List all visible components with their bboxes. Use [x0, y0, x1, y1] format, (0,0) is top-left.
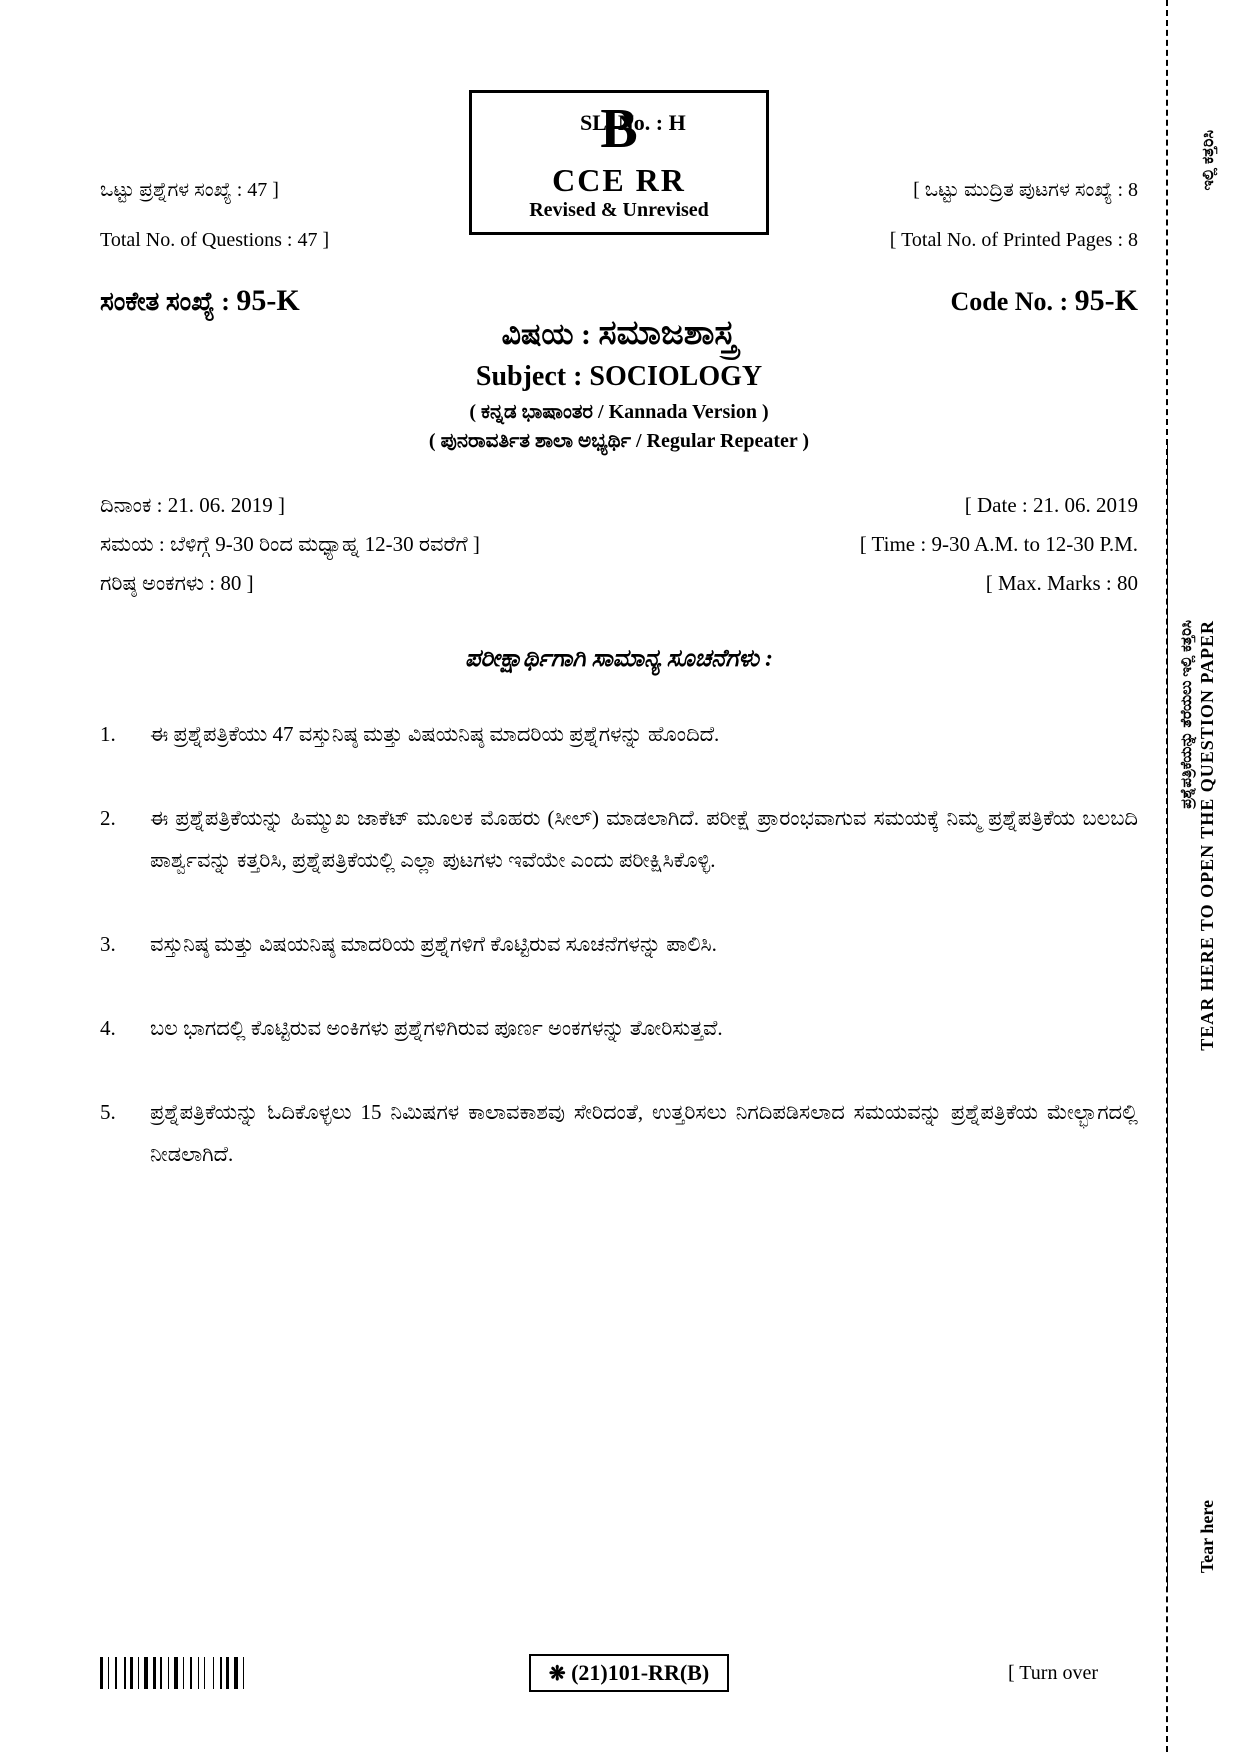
instruction-text: ಈ ಪ್ರಶ್ನೆಪತ್ರಿಕೆಯನ್ನು ಹಿಮ್ಮುಖ ಜಾಕೆಟ್ ಮೂಲ… — [150, 797, 1138, 881]
subject-en: Subject : SOCIOLOGY — [100, 361, 1138, 393]
exam-type: CCE RR — [472, 161, 766, 199]
marks-en: [ Max. Marks : 80 — [986, 571, 1138, 596]
revised-label: Revised & Unrevised — [472, 199, 766, 222]
date-section: ದಿನಾಂಕ : 21. 06. 2019 ] [ Date : 21. 06.… — [100, 493, 1138, 596]
header-section: SL. No. : H B CCE RR Revised & Unrevised… — [100, 90, 1138, 235]
right-meta: [ ಒಟ್ಟು ಮುದ್ರಿತ ಪುಟಗಳ ಸಂಖ್ಯೆ : 8 [ Total… — [890, 168, 1138, 334]
instruction-number: 3. — [100, 923, 150, 965]
side-text-mid-kn: ಪ್ರಶ್ನೆಪತ್ರಿಕೆಯನ್ನು ತೆರೆಯಲು ಇಲ್ಲಿ ಕತ್ತರಿ… — [1178, 620, 1196, 809]
subject-label-en: Subject : — [476, 361, 583, 392]
instruction-item: 1.ಈ ಪ್ರಶ್ನೆಪತ್ರಿಕೆಯು 47 ವಸ್ತುನಿಷ್ಠ ಮತ್ತು… — [100, 713, 1138, 755]
gear-icon: ❋ — [549, 1663, 566, 1685]
subject-name-en: SOCIOLOGY — [589, 361, 762, 392]
code-right: Code No. : 95-K — [890, 268, 1138, 334]
code-en-label: Code No. : — [950, 287, 1068, 316]
instruction-number: 1. — [100, 713, 150, 755]
marks-row: ಗರಿಷ್ಠ ಅಂಕಗಳು : 80 ] [ Max. Marks : 80 — [100, 571, 1138, 596]
instruction-item: 4.ಬಲ ಭಾಗದಲ್ಲಿ ಕೊಟ್ಟಿರುವ ಅಂಕಿಗಳು ಪ್ರಶ್ನೆಗ… — [100, 1007, 1138, 1049]
time-kn: ಸಮಯ : ಬೆಳಿಗ್ಗೆ 9-30 ರಿಂದ ಮಧ್ಯಾಹ್ನ 12-30 … — [100, 532, 480, 557]
barcode — [100, 1657, 250, 1689]
instruction-number: 2. — [100, 797, 150, 881]
repeater: ( ಪುನರಾವರ್ತಿತ ಶಾಲಾ ಅಭ್ಯರ್ಥಿ / Regular Re… — [100, 430, 1138, 453]
turn-over: [ Turn over — [1008, 1662, 1098, 1685]
side-text-mid-en: TEAR HERE TO OPEN THE QUESTION PAPER — [1197, 620, 1218, 1051]
footer: ❋ (21)101-RR(B) [ Turn over — [100, 1654, 1098, 1692]
footer-code-text: (21)101-RR(B) — [571, 1660, 709, 1685]
code-left: ಸಂಕೇತ ಸಂಖ್ಯೆ : 95-K — [100, 268, 329, 334]
center-box: B CCE RR Revised & Unrevised — [469, 90, 769, 235]
instruction-item: 3.ವಸ್ತುನಿಷ್ಠ ಮತ್ತು ವಿಷಯನಿಷ್ಠ ಮಾದರಿಯ ಪ್ರಶ… — [100, 923, 1138, 965]
instruction-number: 4. — [100, 1007, 150, 1049]
side-text-top-kn: ಇಲ್ಲಿ ಕತ್ತರಿಸಿ — [1200, 130, 1218, 190]
code-value-right: 95-K — [1075, 284, 1138, 317]
instruction-number: 5. — [100, 1091, 150, 1175]
subject-section: ವಿಷಯ : ಸಮಾಜಶಾಸ್ತ್ರ Subject : SOCIOLOGY (… — [100, 315, 1138, 453]
instruction-item: 2.ಈ ಪ್ರಶ್ನೆಪತ್ರಿಕೆಯನ್ನು ಹಿಮ್ಮುಖ ಜಾಕೆಟ್ ಮ… — [100, 797, 1138, 881]
left-meta: ಒಟ್ಟು ಪ್ರಶ್ನೆಗಳ ಸಂಖ್ಯೆ : 47 ] Total No. … — [100, 168, 329, 334]
instruction-text: ಈ ಪ್ರಶ್ನೆಪತ್ರಿಕೆಯು 47 ವಸ್ತುನಿಷ್ಠ ಮತ್ತು ವ… — [150, 713, 1138, 755]
time-en: [ Time : 9-30 A.M. to 12-30 P.M. — [860, 532, 1138, 557]
instructions-title: ಪರೀಕ್ಷಾರ್ಥಿಗಾಗಿ ಸಾಮಾನ್ಯ ಸೂಚನೆಗಳು : — [100, 646, 1138, 673]
subject-label-kn: ವಿಷಯ : — [502, 318, 591, 351]
instruction-item: 5.ಪ್ರಶ್ನೆಪತ್ರಿಕೆಯನ್ನು ಓದಿಕೊಳ್ಳಲು 15 ನಿಮಿ… — [100, 1091, 1138, 1175]
instruction-text: ಪ್ರಶ್ನೆಪತ್ರಿಕೆಯನ್ನು ಓದಿಕೊಳ್ಳಲು 15 ನಿಮಿಷಗ… — [150, 1091, 1138, 1175]
date-en: [ Date : 21. 06. 2019 — [965, 493, 1138, 518]
subject-name-kn: ಸಮಾಜಶಾಸ್ತ್ರ — [599, 315, 737, 352]
code-value-left: 95-K — [236, 284, 299, 317]
pages-kn: [ ಒಟ್ಟು ಮುದ್ರಿತ ಪುಟಗಳ ಸಂಖ್ಯೆ : 8 — [890, 168, 1138, 212]
pages-en: [ Total No. of Printed Pages : 8 — [890, 218, 1138, 262]
date-kn: ದಿನಾಂಕ : 21. 06. 2019 ] — [100, 493, 285, 518]
code-kn-label: ಸಂಕೇತ ಸಂಖ್ಯೆ : — [100, 287, 230, 316]
version: ( ಕನ್ನಡ ಭಾಷಾಂತರ / Kannada Version ) — [100, 401, 1138, 424]
footer-code: ❋ (21)101-RR(B) — [529, 1654, 729, 1692]
questions-en: Total No. of Questions : 47 ] — [100, 218, 329, 262]
time-row: ಸಮಯ : ಬೆಳಿಗ್ಗೆ 9-30 ರಿಂದ ಮಧ್ಯಾಹ್ನ 12-30 … — [100, 532, 1138, 557]
variant-letter: B — [472, 101, 766, 157]
instruction-list: 1.ಈ ಪ್ರಶ್ನೆಪತ್ರಿಕೆಯು 47 ವಸ್ತುನಿಷ್ಠ ಮತ್ತು… — [100, 713, 1138, 1175]
exam-paper-page: ಇಲ್ಲಿ ಕತ್ತರಿಸಿ TEAR HERE TO OPEN THE QUE… — [0, 0, 1238, 1752]
side-text-bottom-en: Tear here — [1197, 1500, 1218, 1573]
cut-line — [1167, 440, 1168, 1592]
instruction-text: ವಸ್ತುನಿಷ್ಠ ಮತ್ತು ವಿಷಯನಿಷ್ಠ ಮಾದರಿಯ ಪ್ರಶ್ನ… — [150, 923, 1138, 965]
instruction-text: ಬಲ ಭಾಗದಲ್ಲಿ ಕೊಟ್ಟಿರುವ ಅಂಕಿಗಳು ಪ್ರಶ್ನೆಗಳಿ… — [150, 1007, 1138, 1049]
questions-kn: ಒಟ್ಟು ಪ್ರಶ್ನೆಗಳ ಸಂಖ್ಯೆ : 47 ] — [100, 168, 329, 212]
date-row: ದಿನಾಂಕ : 21. 06. 2019 ] [ Date : 21. 06.… — [100, 493, 1138, 518]
marks-kn: ಗರಿಷ್ಠ ಅಂಕಗಳು : 80 ] — [100, 571, 254, 596]
